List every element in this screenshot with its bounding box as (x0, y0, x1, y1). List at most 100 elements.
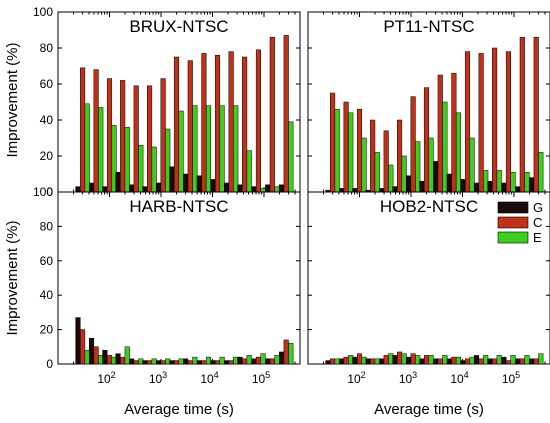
y-tick-label: 40 (40, 113, 54, 127)
brux-ntsc-panel: 0 20 40 60 80 100 BRUX-NTSC (33, 5, 301, 199)
bar-e (469, 137, 475, 193)
panel-title: PT11-NTSC (383, 17, 474, 36)
bar-e (124, 126, 130, 193)
bar-g (460, 360, 466, 365)
bar-e (260, 353, 266, 365)
bar-e (98, 107, 104, 193)
y-tick-label: 0 (46, 357, 53, 371)
bar-g (325, 360, 331, 365)
bar-c (269, 358, 275, 365)
bar-g (392, 186, 398, 193)
bar-e (510, 355, 516, 365)
bar-c (533, 36, 539, 193)
bar-g (473, 182, 480, 193)
x-tick-label: 104 (200, 370, 218, 386)
bar-e (510, 171, 516, 193)
legend-label-g: G (533, 200, 543, 215)
bar-e (374, 358, 380, 365)
bar-e (205, 105, 212, 193)
bar-e (428, 137, 434, 193)
bar-e (524, 171, 530, 193)
legend-label-c: C (533, 215, 542, 230)
bar-e (246, 355, 252, 365)
bar-g (265, 358, 271, 365)
bar-e (374, 152, 380, 193)
bar-g (183, 173, 189, 193)
bar-c (370, 358, 376, 365)
y-tick-label: 40 (40, 288, 54, 302)
bar-c (423, 87, 430, 193)
bar-g (129, 184, 135, 193)
bar-g (515, 358, 521, 365)
bar-e (334, 108, 340, 193)
bar-c (147, 85, 153, 193)
panel-title: BRUX-NTSC (129, 17, 228, 36)
bar-c (160, 360, 166, 365)
bar-g (196, 360, 202, 365)
bar-e (274, 186, 280, 193)
bar-e (138, 358, 144, 365)
bar-g (75, 317, 81, 365)
x-tick-label: 105 (502, 370, 520, 386)
bar-e (361, 137, 367, 193)
bar-g (210, 360, 216, 365)
y-tick-label: 60 (40, 254, 54, 268)
bar-c (478, 358, 484, 365)
bar-c (451, 72, 457, 193)
bar-e (178, 358, 184, 365)
bar-c (370, 119, 376, 193)
bar-g (338, 188, 345, 193)
y-tick-label: 80 (40, 219, 54, 233)
bar-e (334, 358, 340, 365)
bar-e (178, 110, 184, 193)
bar-e (388, 353, 394, 365)
bar-g (88, 182, 95, 193)
bar-g (433, 358, 439, 365)
bar-c (255, 49, 261, 193)
bar-c (93, 69, 99, 193)
bar-c (120, 80, 126, 193)
bar-g (102, 349, 108, 365)
bar-e (260, 188, 266, 193)
bar-c (80, 67, 86, 193)
bar-c (242, 358, 248, 365)
bar-g (169, 360, 175, 365)
bar-g (501, 182, 507, 193)
bar-g (419, 358, 425, 365)
x-tick-label: 104 (450, 370, 468, 386)
bar-e (219, 105, 225, 193)
legend-swatch-g (497, 201, 529, 214)
bar-e (124, 346, 130, 365)
bar-c (255, 356, 261, 365)
bar-c (214, 54, 221, 193)
bar-c (201, 53, 207, 193)
bar-e (442, 355, 448, 365)
bar-e (288, 121, 294, 193)
bar-c (519, 36, 525, 193)
bar-c (383, 355, 389, 365)
x-axis-label-left: Average time (s) (124, 401, 234, 418)
x-tick-label: 103 (399, 370, 417, 386)
bar-c (228, 360, 234, 365)
x-axis-label-right: Average time (s) (374, 401, 484, 418)
bar-c (173, 360, 180, 365)
bar-g (460, 179, 466, 193)
bar-g (279, 184, 285, 193)
bar-c (133, 360, 139, 365)
bar-e (219, 356, 225, 365)
bar-g (405, 356, 412, 365)
bar-c (330, 358, 336, 365)
bar-c (464, 51, 471, 193)
bar-e (151, 358, 157, 365)
bar-c (423, 355, 430, 365)
harb-ntsc-panel: 0 20 40 60 80 100 102 103 104 105 HARB-NTSC (33, 185, 301, 386)
bar-g (446, 358, 452, 365)
bar-e (138, 144, 144, 193)
bar-c (187, 60, 193, 193)
bar-e (274, 355, 280, 365)
bar-e (246, 150, 252, 193)
bar-c (343, 356, 349, 365)
bar-g (446, 173, 452, 193)
bar-g (379, 358, 385, 365)
bar-g (279, 351, 285, 365)
